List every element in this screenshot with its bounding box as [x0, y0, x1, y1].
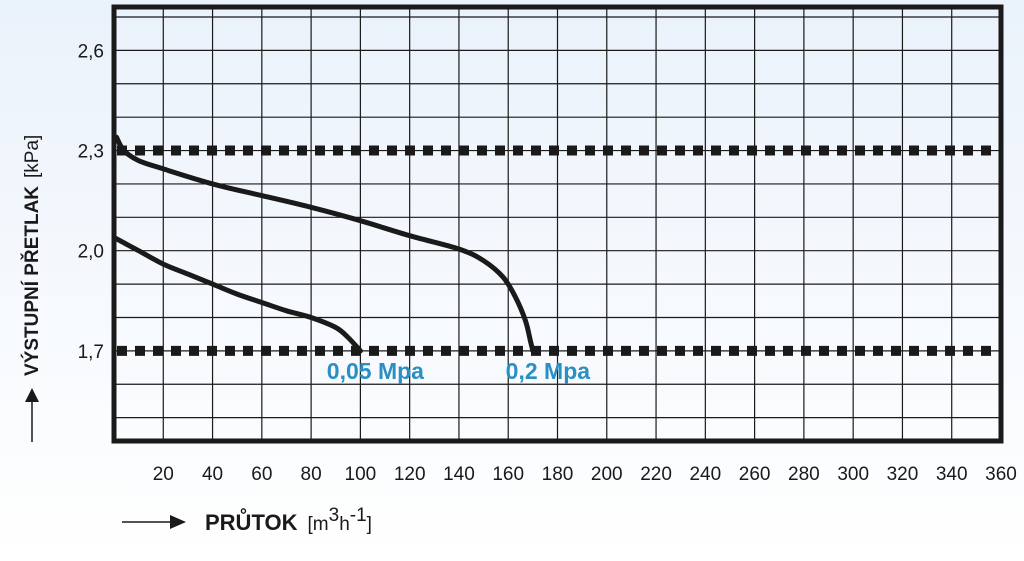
- x-tick-label: 260: [739, 464, 771, 485]
- x-tick-label: 340: [936, 464, 968, 485]
- x-tick-labels: 20 40 60 80 100 120 140 160 180 200 220 240 260 280 30…: [153, 464, 1017, 485]
- x-tick-label: 200: [591, 464, 623, 485]
- x-tick-label: 280: [788, 464, 820, 485]
- grid: [114, 7, 1001, 441]
- x-unit-sup-minus1: -1: [350, 505, 367, 526]
- x-tick-label: 140: [443, 464, 475, 485]
- series-line-1: [111, 234, 363, 354]
- x-tick-label: 20: [153, 464, 174, 485]
- x-tick-label: 100: [345, 464, 377, 485]
- series-line-2: [114, 134, 536, 354]
- x-tick-label: 120: [394, 464, 426, 485]
- x-tick-label: 40: [202, 464, 223, 485]
- y-tick-labels: 1,7 2,0 2,3 2,6: [78, 41, 104, 362]
- y-axis-title-group: VÝSTUPNÍ PŘETLAK [kPa]: [21, 135, 43, 442]
- curve-labels: 0,05 Mpa 0,2 Mpa: [327, 358, 590, 384]
- y-axis-unit: [kPa]: [22, 135, 43, 178]
- x-axis-title: PRŮTOK [m3h-1]: [205, 505, 372, 535]
- curves: [111, 134, 536, 354]
- x-tick-label: 60: [251, 464, 272, 485]
- x-axis-title-text: PRŮTOK: [205, 507, 298, 535]
- y-axis-title-text: VÝSTUPNÍ PŘETLAK: [21, 186, 43, 376]
- x-tick-label: 320: [887, 464, 919, 485]
- reference-lines: [117, 145, 998, 356]
- y-tick-label: 2,6: [78, 41, 104, 62]
- plot-frame: [111, 4, 1004, 444]
- x-tick-label: 220: [640, 464, 672, 485]
- series-label-2: 0,2 Mpa: [506, 358, 591, 384]
- y-axis-arrow-head: [25, 388, 39, 402]
- x-tick-label: 360: [985, 464, 1017, 485]
- x-unit-sup-3: 3: [329, 505, 340, 526]
- x-unit-bracket-open: [m: [308, 514, 329, 535]
- x-tick-label: 180: [542, 464, 574, 485]
- x-unit-bracket-close: ]: [367, 514, 372, 535]
- y-tick-label: 1,7: [78, 342, 104, 363]
- y-axis-title: VÝSTUPNÍ PŘETLAK [kPa]: [21, 135, 43, 376]
- x-tick-label: 80: [301, 464, 322, 485]
- x-axis-arrow-head: [170, 515, 186, 529]
- x-axis-title-group: PRŮTOK [m3h-1]: [122, 505, 372, 535]
- y-tick-label: 2,0: [78, 242, 104, 263]
- x-tick-label: 160: [492, 464, 524, 485]
- x-tick-label: 240: [689, 464, 721, 485]
- series-label-1: 0,05 Mpa: [327, 358, 424, 384]
- x-unit-h: h: [339, 514, 350, 535]
- x-tick-label: 300: [837, 464, 869, 485]
- y-tick-label: 2,3: [78, 142, 104, 163]
